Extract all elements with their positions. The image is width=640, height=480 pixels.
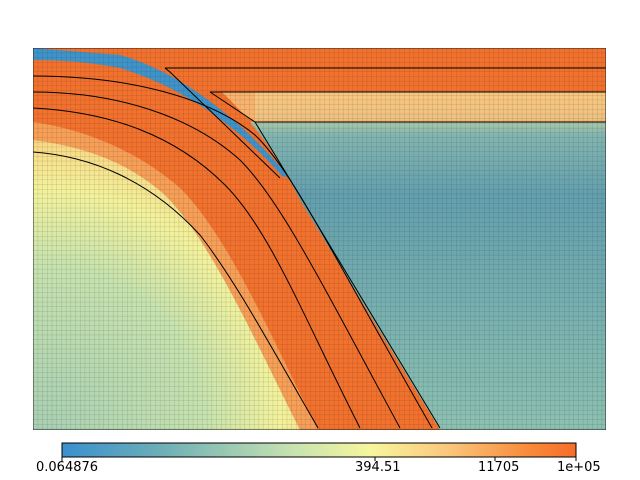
field-plot [33, 48, 606, 430]
colorbar-label-high: 11705 [478, 460, 520, 475]
colorbar [61, 442, 577, 458]
contour-line [33, 75, 433, 429]
contour-line [33, 107, 361, 429]
contour-lines [33, 67, 606, 429]
contour-line [164, 67, 606, 179]
colorbar-label-max: 1e+05 [557, 460, 601, 475]
contour-line [33, 151, 319, 429]
mesh-grid [33, 48, 606, 430]
colorbar-label-mid: 394.51 [355, 460, 401, 475]
colorbar-label-min: 0.064876 [36, 460, 99, 475]
contour-line [254, 121, 606, 429]
contour-line [33, 91, 401, 429]
contour-line [209, 91, 606, 123]
